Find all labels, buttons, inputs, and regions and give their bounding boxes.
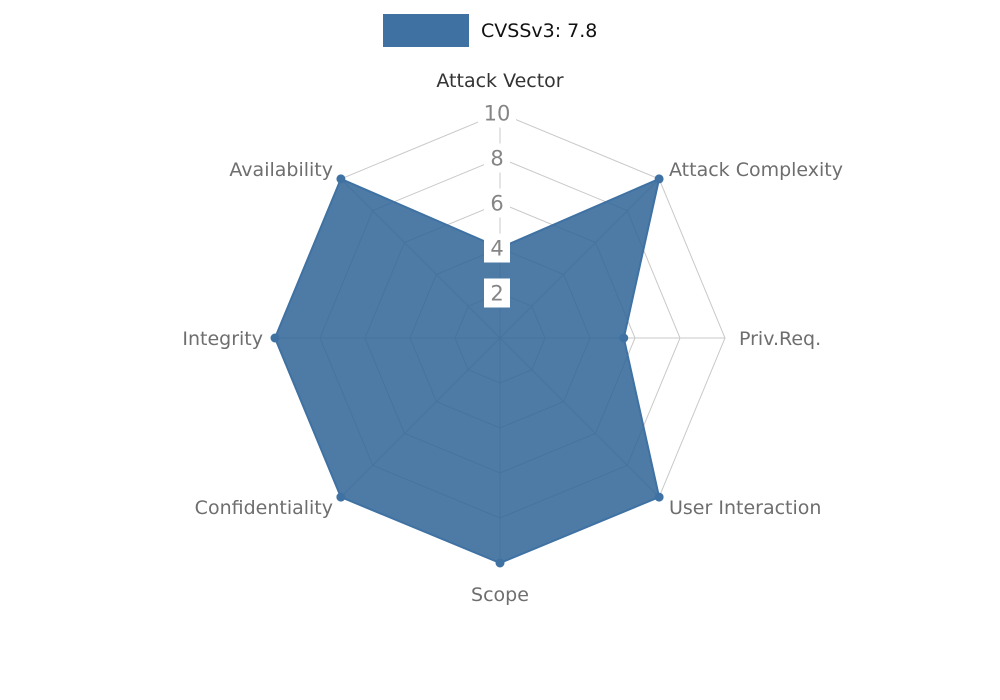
tick-label: 8 — [490, 147, 503, 171]
tick-label: 2 — [490, 282, 503, 306]
axis-label-attack-vector: Attack Vector — [436, 70, 563, 92]
tick-label-background — [484, 188, 510, 218]
axis-label-availability: Availability — [229, 159, 333, 181]
legend-label: CVSSv3: 7.8 — [481, 19, 598, 42]
tick-label: 10 — [484, 102, 511, 126]
legend: CVSSv3: 7.8 — [383, 14, 597, 47]
tick-label: 6 — [490, 192, 503, 216]
axis-label-priv-req: Priv.Req. — [739, 328, 821, 350]
axis-label-integrity: Integrity — [182, 328, 263, 350]
axis-label-user-interaction: User Interaction — [669, 497, 821, 519]
tick-label: 4 — [490, 237, 503, 261]
tick-label-background — [484, 278, 510, 308]
series-point — [270, 333, 280, 343]
axis-label-attack-complexity: Attack Complexity — [669, 159, 843, 181]
legend-swatch — [383, 14, 469, 47]
series-point — [619, 333, 629, 343]
tick-label-background — [478, 98, 516, 128]
series-point — [336, 174, 346, 184]
axis-label-scope: Scope — [471, 584, 529, 606]
tick-label-background — [484, 233, 510, 263]
tick-label-background — [484, 143, 510, 173]
series-point — [495, 558, 505, 568]
series-point — [654, 492, 664, 502]
series-point — [336, 492, 346, 502]
series-point — [654, 174, 664, 184]
axis-label-confidentiality: Confidentiality — [195, 497, 333, 519]
